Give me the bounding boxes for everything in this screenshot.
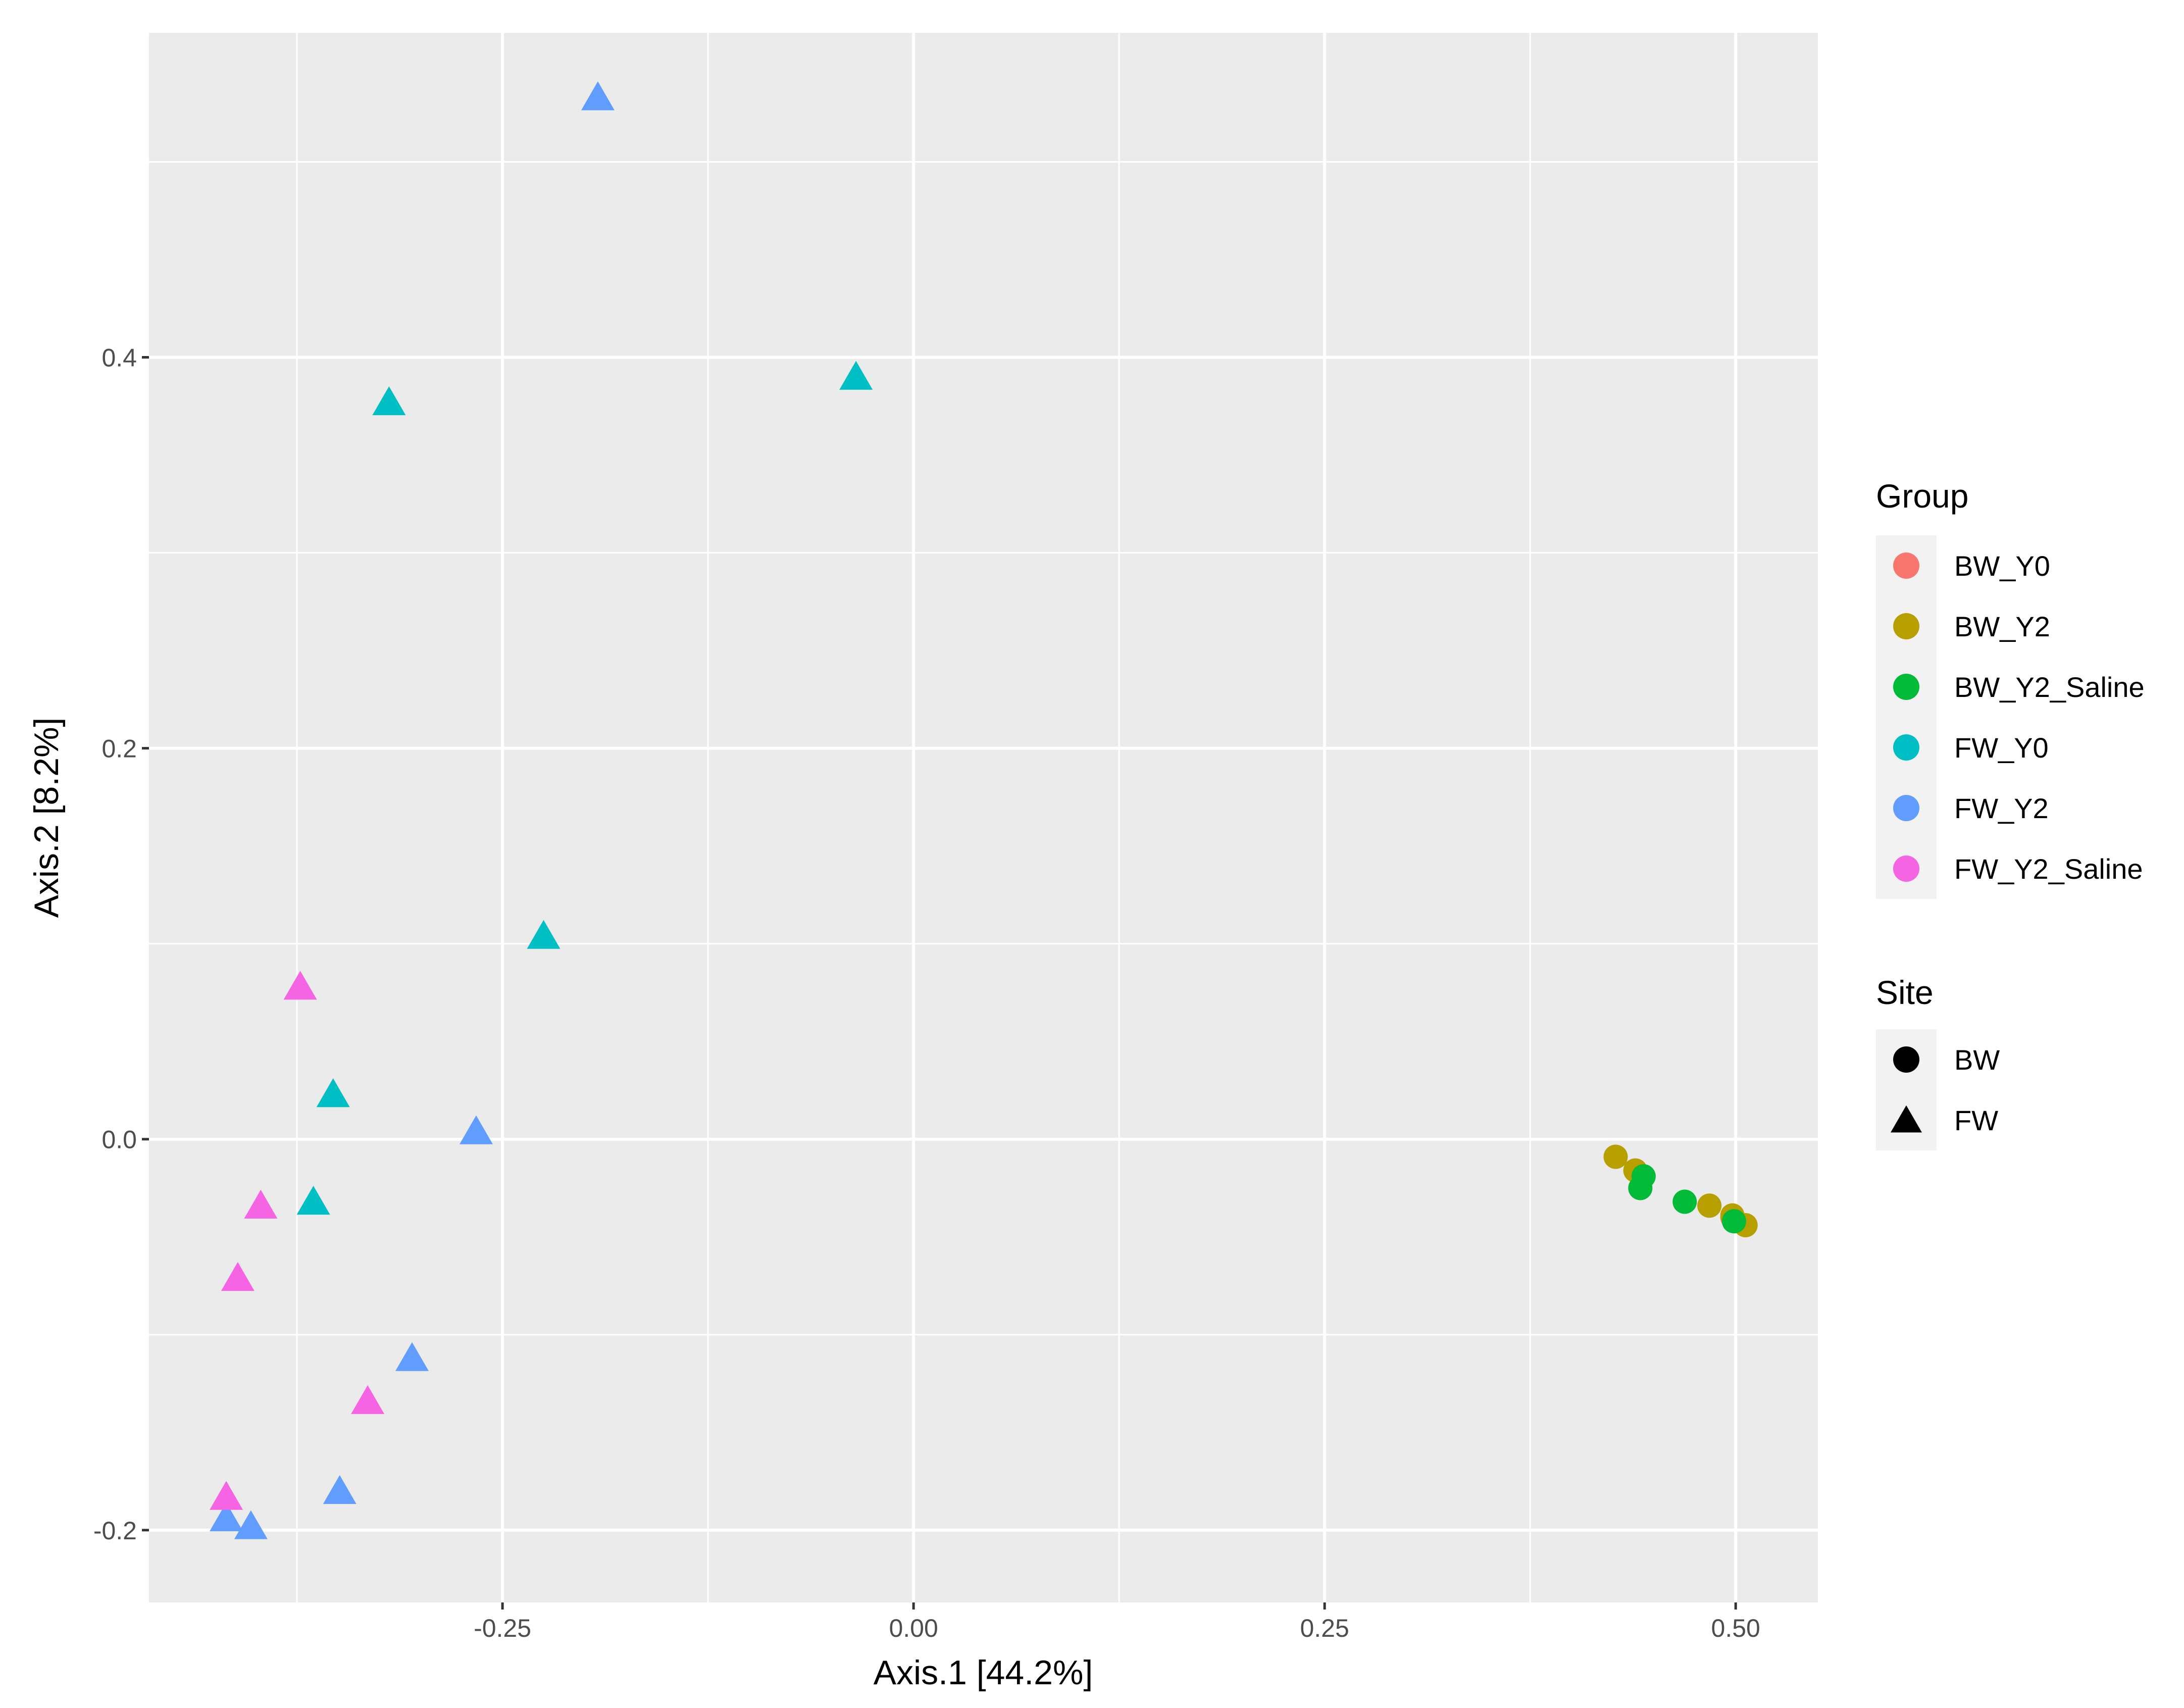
point-bw-y2-saline <box>1721 1209 1746 1234</box>
point-fw-y0 <box>372 386 406 416</box>
legend-label: FW_Y2_Saline <box>1954 853 2143 885</box>
point-bw-y2-saline <box>1672 1189 1697 1214</box>
legends: Group BW_Y0 BW_Y2 BW_Y2_Saline FW_Y0 FW_Y2 FW_… <box>1876 477 2145 1150</box>
minor-gridlines <box>149 33 1818 1602</box>
legend-label: BW_Y2_Saline <box>1954 671 2145 703</box>
legend-group: Group BW_Y0 BW_Y2 BW_Y2_Saline FW_Y0 FW_Y2 FW_… <box>1876 477 2145 899</box>
legend-label: FW <box>1954 1104 1998 1136</box>
point-fw-y0 <box>839 361 873 390</box>
point-fw-y2 <box>581 81 615 111</box>
point-fw-y2 <box>459 1115 493 1144</box>
legend-site: Site BW FW <box>1876 974 2000 1150</box>
legend-key-circle <box>1893 1046 1919 1073</box>
x-tick-label: 0.25 <box>1300 1614 1349 1642</box>
y-tick-label: 0.2 <box>101 735 137 763</box>
legend-key-circle <box>1893 674 1919 700</box>
point-fw-y0 <box>316 1078 350 1108</box>
point-fw-y2-saline <box>221 1262 255 1291</box>
y-axis-title: Axis.2 [8.2%] <box>27 718 66 918</box>
point-fw-y0 <box>296 1185 330 1215</box>
plot-panel <box>149 33 1818 1602</box>
major-gridlines <box>149 33 1818 1602</box>
y-tick-label: -0.2 <box>93 1517 137 1545</box>
axis-ticks <box>142 356 1737 1610</box>
legend-key-circle <box>1893 734 1919 761</box>
point-bw-y2 <box>1697 1193 1722 1218</box>
legend-key-circle <box>1893 795 1919 821</box>
point-bw-y2-saline <box>1628 1176 1653 1200</box>
legend-label: BW <box>1954 1044 2000 1076</box>
y-tick-label: 0.0 <box>101 1126 137 1154</box>
legend-label: BW_Y2 <box>1954 611 2050 642</box>
point-fw-y2 <box>395 1342 429 1371</box>
point-fw-y2-saline <box>210 1481 243 1510</box>
point-fw-y2-saline <box>283 971 317 1000</box>
legend-key-circle <box>1893 613 1919 639</box>
legend-label: BW_Y0 <box>1954 550 2050 582</box>
legend-key-background <box>1876 535 1937 899</box>
axis-tick-labels: -0.25 0.00 0.25 0.50 -0.2 0.0 0.2 0.4 <box>93 344 1760 1642</box>
x-tick-label: 0.50 <box>1711 1614 1760 1642</box>
point-fw-y2 <box>323 1475 357 1504</box>
point-fw-y2 <box>210 1502 243 1532</box>
legend-title: Site <box>1876 974 1934 1011</box>
legend-label: FW_Y0 <box>1954 732 2049 764</box>
point-bw-y2 <box>1603 1144 1628 1169</box>
point-fw-y2 <box>234 1510 268 1539</box>
point-fw-y2-saline <box>244 1189 278 1219</box>
x-tick-label: 0.00 <box>889 1614 938 1642</box>
data-points <box>210 81 1758 1539</box>
legend-key-triangle <box>1891 1105 1922 1133</box>
x-axis-title: Axis.1 [44.2%] <box>874 1653 1093 1692</box>
point-fw-y2-saline <box>351 1385 385 1414</box>
legend-title: Group <box>1876 477 1968 515</box>
y-tick-label: 0.4 <box>101 344 137 372</box>
legend-key-circle <box>1893 856 1919 882</box>
x-tick-label: -0.25 <box>474 1614 531 1642</box>
point-fw-y0 <box>527 920 561 949</box>
legend-label: FW_Y2 <box>1954 792 2049 824</box>
legend-key-circle <box>1893 552 1919 579</box>
